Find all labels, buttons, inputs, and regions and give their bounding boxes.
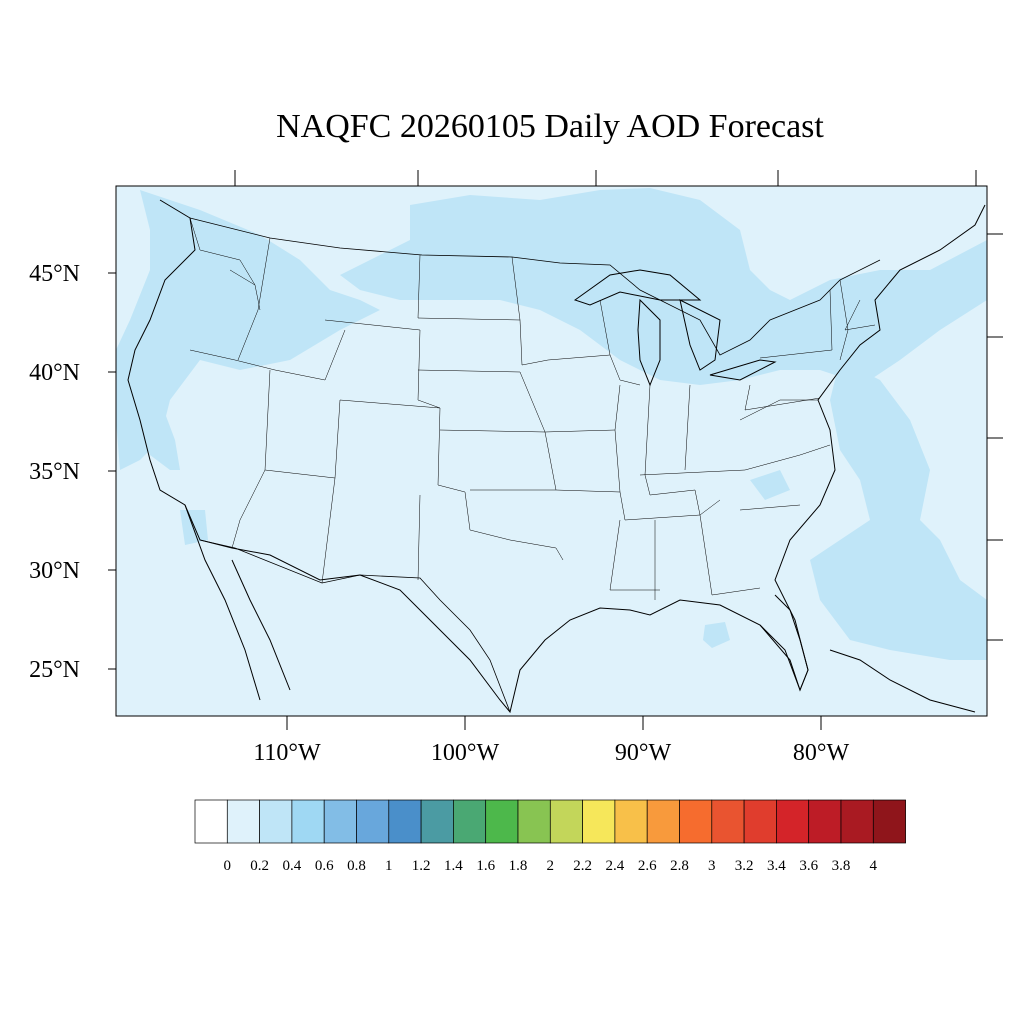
colorbar-label: 3.6 — [799, 858, 818, 874]
colorbar-label: 0.6 — [315, 858, 334, 874]
colorbar-label: 0.4 — [283, 858, 302, 874]
lat-label: 25°N — [29, 657, 80, 683]
colorbar-label: 0.2 — [250, 858, 269, 874]
map-title: NAQFC 20260105 Daily AOD Forecast — [276, 108, 824, 145]
aod-region-california — [135, 390, 180, 470]
colorbar-label: 0 — [224, 858, 232, 874]
colorbar-swatch — [646, 799, 680, 844]
colorbar-label: 2.4 — [606, 858, 625, 874]
aod-region-northern-plains — [340, 188, 987, 385]
colorbar-label: 0.8 — [347, 858, 366, 874]
boundary-lines — [127, 199, 986, 714]
colorbar-swatch — [517, 799, 551, 844]
lon-label: 90°W — [615, 740, 672, 766]
aod-region-atlantic — [810, 360, 987, 660]
colorbar-swatch — [420, 799, 454, 844]
florida — [759, 594, 809, 692]
colorbar-label: 1 — [385, 858, 393, 874]
lon-label: 110°W — [253, 740, 321, 766]
colorbar-swatch — [388, 799, 422, 844]
colorbar-swatch — [872, 799, 906, 844]
colorbar-swatch — [840, 799, 874, 844]
aod-region-gulf — [703, 622, 730, 648]
cuba-coast — [829, 649, 976, 713]
colorbar-label: 2.8 — [670, 858, 689, 874]
mexico-us-border — [199, 539, 511, 713]
colorbar-swatch — [614, 799, 648, 844]
map-frame — [115, 185, 988, 717]
great-lake-erie — [709, 359, 777, 381]
state-lines — [189, 217, 876, 600]
lat-label: 40°N — [29, 360, 80, 386]
colorbar — [194, 799, 906, 844]
aod-region-southeast-pocket — [750, 470, 790, 500]
axis-ticks — [108, 170, 1003, 730]
great-lake-huron — [679, 299, 721, 371]
lon-label: 100°W — [431, 740, 500, 766]
colorbar-swatch — [453, 799, 487, 844]
baja-coast — [184, 504, 291, 701]
colorbar-label: 2.2 — [573, 858, 592, 874]
colorbar-swatch — [226, 799, 260, 844]
colorbar-labels: 0 0.2 0.4 0.6 0.8 1 1.2 1.4 1.6 1.8 2 2.2 2.4 2.6 2.8 3… — [224, 858, 878, 874]
colorbar-swatch — [291, 799, 325, 844]
lon-label: 80°W — [793, 740, 850, 766]
aod-region-baja — [180, 510, 208, 545]
colorbar-label: 3.8 — [832, 858, 851, 874]
colorbar-label: 1.6 — [476, 858, 495, 874]
lat-label: 35°N — [29, 459, 80, 485]
colorbar-label: 3 — [708, 858, 716, 874]
colorbar-swatch — [679, 799, 713, 844]
colorbar-swatch — [194, 799, 228, 844]
us-outline — [127, 199, 986, 714]
aod-region-pacific-northwest — [116, 190, 380, 470]
colorbar-label: 2.6 — [638, 858, 657, 874]
colorbar-label: 1.4 — [444, 858, 463, 874]
colorbar-label: 1.8 — [509, 858, 528, 874]
latitude-labels: 45°N 40°N 35°N 30°N 25°N — [29, 261, 80, 683]
longitude-labels: 110°W 100°W 90°W 80°W — [253, 740, 849, 766]
colorbar-swatch — [808, 799, 842, 844]
lat-label: 45°N — [29, 261, 80, 287]
colorbar-swatch — [323, 799, 357, 844]
colorbar-label: 3.4 — [767, 858, 786, 874]
colorbar-swatch — [549, 799, 583, 844]
colorbar-swatch — [356, 799, 390, 844]
colorbar-swatch — [711, 799, 745, 844]
colorbar-label: 3.2 — [735, 858, 754, 874]
colorbar-swatch — [776, 799, 810, 844]
lat-label: 30°N — [29, 558, 80, 584]
colorbar-swatch — [259, 799, 293, 844]
colorbar-swatch — [582, 799, 616, 844]
colorbar-label: 4 — [870, 858, 878, 874]
colorbar-swatch — [485, 799, 519, 844]
elevated-aod-regions — [116, 188, 987, 660]
colorbar-swatch — [743, 799, 777, 844]
colorbar-label: 2 — [547, 858, 555, 874]
colorbar-label: 1.2 — [412, 858, 431, 874]
